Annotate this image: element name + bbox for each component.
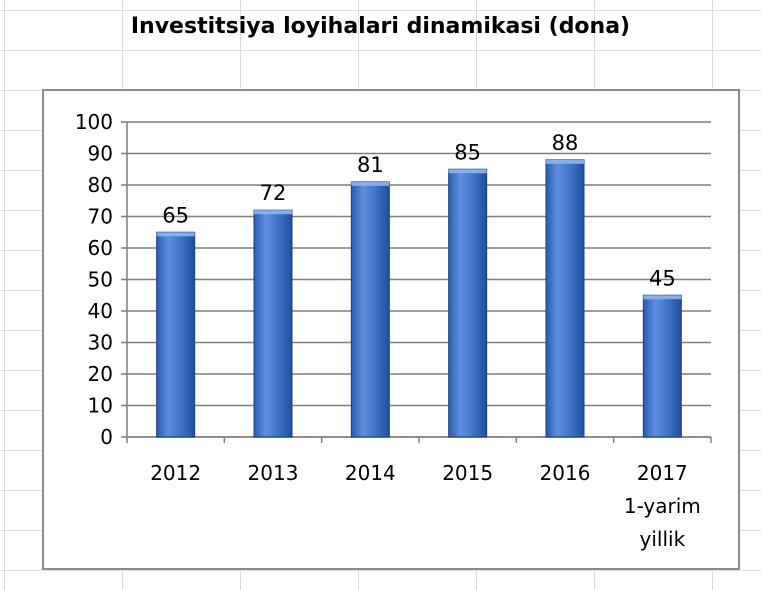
bar-4[interactable] (545, 159, 585, 438)
chart-area[interactable]: 0 10 20 30 40 50 60 70 80 90 100 65 2012 72 2013 81 2014… (42, 89, 740, 570)
bar-1[interactable] (253, 209, 293, 438)
bars (156, 159, 682, 438)
bar-0[interactable] (156, 231, 196, 438)
y-tick-label-10: 10 (88, 394, 113, 418)
y-tick-label-100: 100 (75, 110, 113, 134)
chart-title: Investitsiya loyihalari dinamikasi (dona… (130, 14, 631, 39)
data-label-1: 72 (260, 181, 287, 205)
bar-cap-4 (546, 159, 584, 164)
y-tick-label-50: 50 (88, 268, 113, 292)
x-tick-label-1-0: 2013 (248, 461, 299, 485)
bar-cap-2 (351, 181, 390, 186)
y-tick-label-60: 60 (88, 236, 113, 260)
bar-5[interactable] (642, 294, 682, 438)
labels: 0 10 20 30 40 50 60 70 80 90 100 65 2012 72 2013 81 2014… (75, 110, 701, 551)
y-tick-label-70: 70 (88, 205, 113, 229)
x-tick-label-4-0: 2016 (540, 461, 591, 485)
y-tick-label-80: 80 (88, 173, 113, 197)
data-label-2: 81 (357, 153, 384, 177)
bar-chart: 0 10 20 30 40 50 60 70 80 90 100 65 2012 72 2013 81 2014… (75, 110, 712, 551)
x-tick-label-0-0: 2012 (150, 461, 201, 485)
axes (126, 122, 712, 443)
y-tick-label-30: 30 (88, 331, 113, 355)
y-tick-label-20: 20 (88, 362, 113, 386)
bar-2[interactable] (350, 181, 390, 438)
y-tick-label-40: 40 (88, 299, 113, 323)
data-label-3: 85 (454, 140, 481, 164)
bar-cap-5 (643, 295, 682, 300)
x-tick-label-5-1: 1-yarim (624, 494, 701, 518)
data-label-0: 65 (162, 203, 189, 227)
y-tick-label-90: 90 (88, 142, 113, 166)
x-tick-label-5-2: yillik (640, 527, 686, 551)
bar-3[interactable] (448, 168, 488, 438)
bar-cap-1 (254, 210, 292, 215)
data-label-4: 88 (552, 131, 579, 155)
y-tick-label-0: 0 (100, 425, 113, 449)
x-tick-label-5-0: 2017 (637, 461, 688, 485)
x-tick-label-2-0: 2014 (345, 461, 396, 485)
bar-cap-0 (156, 232, 195, 237)
gridlines (121, 121, 711, 438)
x-tick-label-3-0: 2015 (442, 461, 493, 485)
bar-cap-3 (448, 169, 487, 174)
data-label-5: 45 (649, 266, 676, 290)
